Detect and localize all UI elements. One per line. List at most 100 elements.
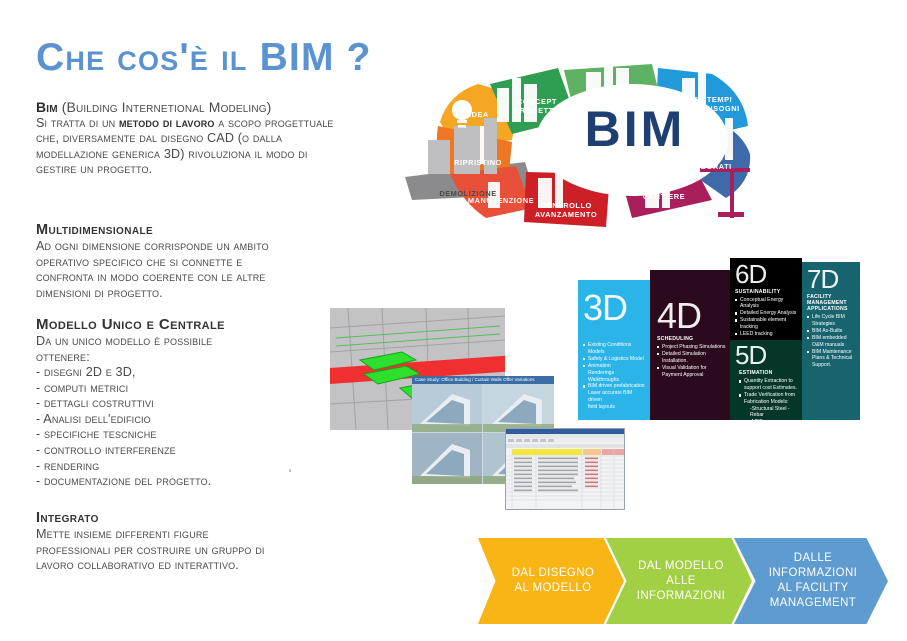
intro-heading-rest: (Building Internetional Modeling) xyxy=(57,99,272,115)
panel-6d-upper: 6D SUSTAINABILITY Conceptual Energy Anal… xyxy=(730,258,802,341)
arrow3-line2: INFORMAZIONI xyxy=(768,567,858,579)
modello-line2: ottenere: xyxy=(36,349,90,364)
panel-4d-list: Project Phasing Simulations Detailed Sim… xyxy=(657,344,726,378)
modello-heading: Modello Unico e Centrale xyxy=(36,316,225,333)
segment-label-analisi-tempi-costi: ANALISI: TEMPI COSTI/FABBISOGNI xyxy=(660,95,740,113)
panel-item: BIM driven prefabrication xyxy=(583,383,646,389)
panel-item: Detailed Simulation xyxy=(657,351,726,357)
segment-label-cantiere: CANTIERE xyxy=(642,192,686,201)
panel-item: Walkthroughs xyxy=(588,376,619,383)
panel-6d-number: 6D xyxy=(735,259,767,289)
panel-7d-number: 7D xyxy=(807,264,839,294)
panel-item: Fabrication Models: xyxy=(744,399,789,406)
integrato-block: Integrato Mette insieme differenti figur… xyxy=(36,510,356,574)
arrow-text: DAL DISEGNO AL MODELLO xyxy=(512,566,595,596)
arrow-dal-disegno-al-modello[interactable]: DAL DISEGNO AL MODELLO xyxy=(478,538,624,624)
arrow-dal-modello-alle-informazioni[interactable]: DAL MODELLO ALLE INFORMAZIONI xyxy=(606,538,752,624)
list-item: - documentazione del progetto. xyxy=(36,474,212,489)
spreadsheet-graphic xyxy=(506,429,624,509)
panel-5d-subtitle: ESTIMATION xyxy=(739,370,773,377)
segment-label-progetto-dettagliato: PROGETTO DETTAGLIATO xyxy=(591,87,649,105)
panel-item: Renderings xyxy=(588,369,615,376)
bim-dimensions-panels: 3D Existing Conditions Models Safety & L… xyxy=(578,258,868,420)
process-arrows: DAL DISEGNO AL MODELLO DAL MODELLO ALLE … xyxy=(478,538,888,630)
integrato-paragraph: Mette insieme differenti figure professi… xyxy=(36,527,356,574)
panel-item: Safety & Logistics Model xyxy=(583,356,646,362)
panel-4d-number: 4D xyxy=(657,295,702,336)
panel-7d-list: Life Cycle BIM Strategies BIM As-Builts … xyxy=(807,314,857,369)
multi-line4: dimensioni di progetto. xyxy=(36,285,163,300)
segment-label-demolizione: DEMOLIZIONE xyxy=(439,189,497,198)
panel-item: LEED tracking xyxy=(735,331,799,337)
panel-5d-list: Quantity Extraction to support cost Esti… xyxy=(739,378,799,420)
panel-item: Payment Approval xyxy=(662,371,704,378)
bim-lifecycle-wheel: BIM DEMOLIZIONE IDEA RIPRISTINO MANUTENZ… xyxy=(400,22,905,237)
panel-6d-list: Conceptual Energy Analysis Detailed Ener… xyxy=(735,297,799,337)
panel-7d-subtitle: FACILITY MANAGEMENT APPLICATIONS xyxy=(807,294,848,312)
intro-paragraph: Si tratta di un metodo di lavoro a scopo… xyxy=(36,116,436,178)
arrow2-line3: INFORMAZIONI xyxy=(636,589,726,602)
lightbulb-icon xyxy=(452,100,472,128)
panel-6d-subtitle: SUSTAINABILITY xyxy=(735,289,781,295)
panel-item: BIM embedded xyxy=(807,335,857,341)
segment-label-controllo-avanzamento: CONTROLLO AVANZAMENTO xyxy=(534,201,598,219)
intro-line4: gestire un progetto. xyxy=(36,162,153,176)
panel-item: BIM As-Builts xyxy=(807,328,857,334)
panel-4d-subtitle: SCHEDULING xyxy=(657,336,694,342)
arrow3-line3: AL FACILITY xyxy=(777,582,849,594)
panel-item: Quantity Extraction to xyxy=(739,378,799,384)
panel-item: Plans & Technical xyxy=(812,355,853,362)
list-item: - Analisi dell'edificio xyxy=(36,411,151,426)
wheel-graphic xyxy=(405,62,751,227)
integrato-line3: lavoro collaborativo ed interattivo. xyxy=(36,558,239,572)
panel-item: Models xyxy=(588,348,605,355)
photo-quantity-takeoff-spreadsheet xyxy=(505,428,625,510)
arrow3-line4: MANAGEMENT xyxy=(769,597,857,609)
arrow-dalle-informazioni-al-facility-management[interactable]: DALLE INFORMAZIONI AL FACILITY MANAGEMEN… xyxy=(734,538,888,624)
intro-line1-a: Si tratta di un xyxy=(36,115,119,130)
multi-line3: confronta in modo coerente con le altre xyxy=(36,270,266,284)
crane-icon xyxy=(700,168,750,218)
segment-label-idea: IDEA xyxy=(469,110,489,119)
panel-3d-number: 3D xyxy=(583,287,628,328)
intro-heading: Bim (Building Internetional Modeling) xyxy=(36,99,436,116)
intro-heading-strong: Bim xyxy=(36,99,58,115)
list-item: - rendering xyxy=(36,458,100,473)
panel-5d-lower: 5D ESTIMATION Quantity Extraction to sup… xyxy=(735,342,799,420)
list-item: - controllo interferenze xyxy=(36,442,176,457)
segment-label-manutenzione: MANUTENZIONE xyxy=(467,196,535,205)
arrow2-line2: ALLE xyxy=(666,574,696,587)
multi-line1: Ad ogni dimensione corrisponde un ambito xyxy=(36,239,269,253)
panel-item: Laser accurate BIM driven xyxy=(588,390,633,403)
multidimensionale-block: Multidimensionale Ad ogni dimensione cor… xyxy=(36,222,356,301)
panel-item: Support. xyxy=(812,362,832,369)
list-item: - computi metrici xyxy=(36,380,129,395)
intro-line3: modellazione generica 3D) rivoluziona il… xyxy=(36,146,308,161)
arrow-text: DALLE INFORMAZIONI AL FACILITY MANAGEMEN… xyxy=(769,551,858,611)
panel-item: Animation xyxy=(583,363,646,369)
modello-intro: Da un unico modello è possibile ottenere… xyxy=(36,334,356,365)
panel-item: Conceptual Energy Analysis xyxy=(735,297,799,310)
panel-7d[interactable]: 7D FACILITY MANAGEMENT APPLICATIONS Life… xyxy=(802,262,860,420)
intro-line2: che, diversamente dal disegno CAD (o dal… xyxy=(36,131,283,145)
panel-6d-5d[interactable]: 6D SUSTAINABILITY Conceptual Energy Anal… xyxy=(730,258,802,420)
integrato-line1: Mette insieme differenti figure xyxy=(36,527,209,541)
panel-item: -Structural Steel - Rebar xyxy=(750,406,790,419)
modello-line1: Da un unico modello è possibile xyxy=(36,334,213,348)
panel-4d[interactable]: 4D SCHEDULING Project Phasing Simulation… xyxy=(650,270,730,420)
modello-unico-block: Modello Unico e Centrale Da un unico mod… xyxy=(36,316,356,490)
multidimensionale-paragraph: Ad ogni dimensione corrisponde un ambito… xyxy=(36,239,356,301)
multi-line2: operativo specifico che si connette e xyxy=(36,254,243,269)
panel-item: Trade Verification from xyxy=(739,392,799,398)
panel-5d-number: 5D xyxy=(735,340,767,371)
photo-caption: Case Study: Office Building / Curtain Wa… xyxy=(412,376,554,384)
panel-3d[interactable]: 3D Existing Conditions Models Safety & L… xyxy=(578,280,650,420)
integrato-line2: professionali per costruire un gruppo di xyxy=(36,542,265,557)
arrow2-line1: DAL MODELLO xyxy=(638,559,724,572)
panel-item: field layouts xyxy=(588,403,615,410)
panel-item: BIM Maintenance xyxy=(807,349,857,355)
panel-item: Life Cycle BIM xyxy=(807,314,857,320)
segment-label-concept-progetto: CONCEPT PROGETTO xyxy=(514,97,560,115)
panel-3d-list: Existing Conditions Models Safety & Logi… xyxy=(583,342,646,410)
